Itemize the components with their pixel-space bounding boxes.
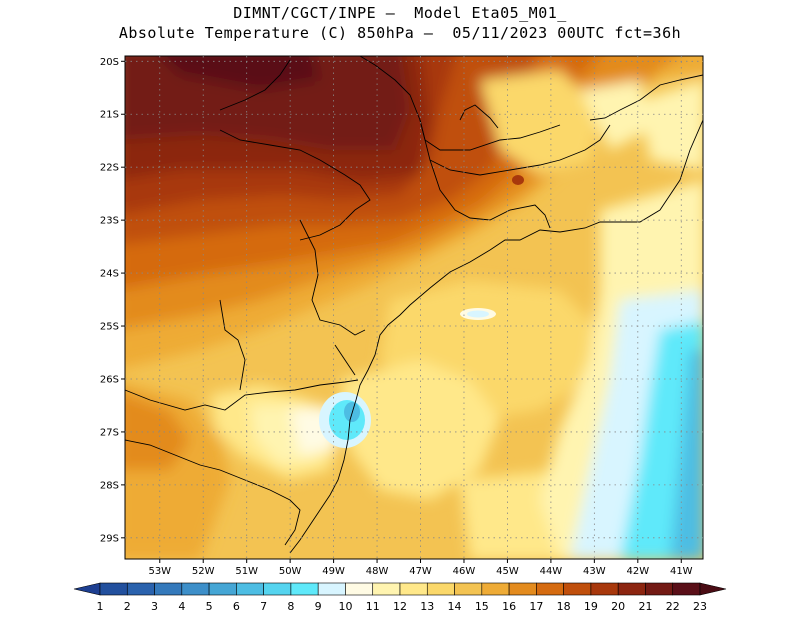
chart-title-line1: DIMNT/CGCT/INPE – Model Eta05_M01_: [233, 4, 567, 22]
colorbar-swatch: [508, 582, 537, 596]
colorbar-label: 7: [260, 600, 267, 613]
lon-tick-label: 42W: [626, 566, 649, 577]
lat-tick-label: 20S: [100, 57, 119, 68]
colorbar-label: 17: [529, 600, 543, 613]
lon-tick-label: 44W: [540, 566, 563, 577]
map-frame: [124, 55, 704, 560]
temperature-field: [125, 56, 703, 559]
colorbar-swatch: [617, 582, 646, 596]
lat-tick-label: 26S: [100, 374, 119, 385]
colorbar-swatch: [672, 582, 701, 596]
colorbar-label: 5: [206, 600, 213, 613]
colorbar-swatch: [208, 582, 237, 596]
colorbar-label: 10: [338, 600, 352, 613]
coastline-borders: [125, 56, 703, 554]
colorbar-swatch: [536, 582, 564, 596]
colorbar-label: 22: [666, 600, 680, 613]
colorbar-label: 9: [315, 600, 322, 613]
lon-tick-label: 53W: [148, 566, 171, 577]
colorbar-label: 4: [178, 600, 185, 613]
colorbar-swatch: [345, 582, 374, 596]
lat-tick-label: 24S: [100, 269, 119, 280]
colorbar-label: 12: [393, 600, 407, 613]
colorbar-label: 15: [475, 600, 489, 613]
lat-tick-label: 28S: [100, 480, 119, 491]
lon-tick-label: 45W: [496, 566, 519, 577]
lon-tick-label: 50W: [279, 566, 302, 577]
lon-tick-label: 49W: [322, 566, 345, 577]
lon-tick-label: 41W: [670, 566, 693, 577]
lon-tick-label: 48W: [366, 566, 389, 577]
lon-tick-label: 43W: [583, 566, 606, 577]
colorbar-high-arrow: [699, 582, 727, 596]
colorbar-swatch: [290, 582, 319, 596]
lon-tick-label: 52W: [192, 566, 215, 577]
lon-tick-label: 51W: [235, 566, 258, 577]
colorbar-label: 2: [124, 600, 131, 613]
colorbar-label: 1: [97, 600, 104, 613]
colorbar-swatch: [236, 582, 264, 596]
chart-title-line2: Absolute Temperature (C) 850hPa – 05/11/…: [118, 24, 682, 42]
colorbar-swatch: [263, 582, 292, 596]
axis-ticks: 20S 21S 22S 23S 24S 25S 26S 27S 28S 29S 53W 52W 51W 5…: [100, 57, 693, 577]
colorbar-swatch: [563, 582, 592, 596]
colorbar-label: 6: [233, 600, 240, 613]
colorbar-label: 20: [611, 600, 625, 613]
lat-tick-label: 25S: [100, 322, 119, 333]
colorbar-swatch: [426, 582, 455, 596]
colorbar-swatch: [454, 582, 483, 596]
lat-tick-label: 22S: [100, 163, 119, 174]
graticule: [125, 56, 703, 559]
lat-tick-label: 27S: [100, 427, 119, 438]
colorbar-label: 3: [151, 600, 158, 613]
colorbar-swatch: [481, 582, 510, 596]
lat-tick-label: 29S: [100, 533, 119, 544]
colorbar-label: 13: [420, 600, 434, 613]
colorbar-swatch: [317, 582, 346, 596]
colorbar-label: 21: [638, 600, 652, 613]
colorbar-low-arrow: [73, 582, 101, 596]
colorbar-label: 11: [366, 600, 380, 613]
lat-tick-label: 21S: [100, 110, 119, 121]
colorbar-swatch: [181, 582, 210, 596]
colorbar-label: 18: [557, 600, 571, 613]
lon-tick-label: 46W: [453, 566, 476, 577]
colorbar-swatch: [372, 582, 401, 596]
colorbar-swatch: [645, 582, 674, 596]
colorbar-swatch: [399, 582, 428, 596]
colorbar-label: 19: [584, 600, 598, 613]
colorbar-swatch: [590, 582, 619, 596]
colorbar-label: 23: [693, 600, 707, 613]
colorbar: 1 2 3 4 5 6 7 8 9 10 11 12 13 14 15 16 17 18 19 20 21 22 23: [73, 582, 727, 613]
colorbar-swatch: [99, 582, 128, 596]
colorbar-label: 16: [502, 600, 516, 613]
colorbar-swatch: [154, 582, 183, 596]
lon-tick-label: 47W: [409, 566, 432, 577]
colorbar-label: 8: [287, 600, 294, 613]
colorbar-swatch: [126, 582, 155, 596]
lat-tick-label: 23S: [100, 216, 119, 227]
colorbar-label: 14: [448, 600, 462, 613]
